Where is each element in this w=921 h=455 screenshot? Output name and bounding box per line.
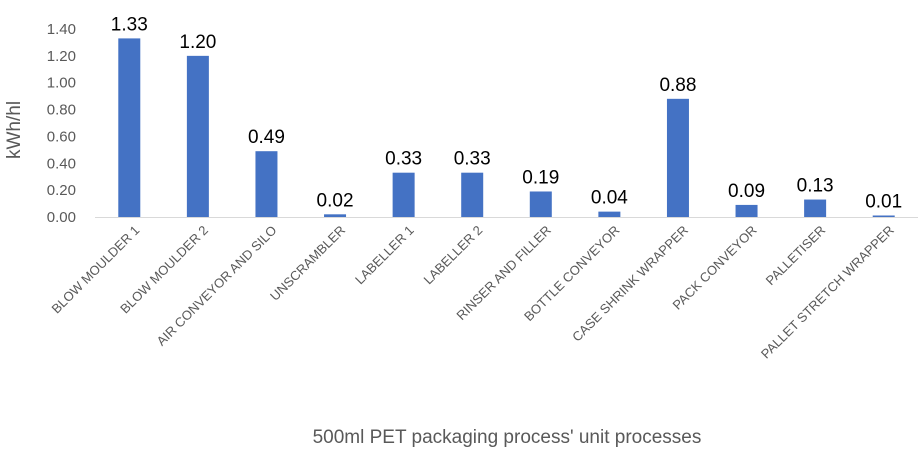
data-label: 0.02 [317, 190, 354, 211]
y-tick-label: 1.00 [47, 75, 76, 92]
data-label: 0.19 [522, 167, 559, 188]
bar [598, 211, 621, 217]
y-tick-label: 0.60 [47, 128, 76, 145]
y-tick-label: 0.40 [47, 155, 76, 172]
bar [255, 151, 278, 217]
x-category-label: LABELLER 2 [421, 223, 486, 288]
data-label: 0.33 [454, 149, 491, 170]
data-label: 0.04 [591, 188, 628, 209]
x-category-label: PALLETISER [763, 223, 829, 289]
bar [324, 214, 347, 217]
x-category-label: CASE SHRINK WRAPPER [569, 223, 691, 345]
y-axis-title: kWh/hl [4, 101, 25, 159]
y-tick-label: 1.40 [47, 21, 76, 38]
x-category-label: PALLET STRETCH WRAPPER [758, 223, 897, 362]
data-label: 0.49 [248, 127, 285, 148]
bar [666, 98, 689, 217]
x-axis-title: 500ml PET packaging process' unit proces… [313, 427, 702, 448]
y-tick-label: 0.80 [47, 102, 76, 119]
data-labels: 1.33 1.20 0.49 0.02 0.33 0.33 0.19 0.04 0.88 0.09… [111, 14, 902, 212]
data-label: 0.09 [728, 181, 765, 202]
y-tick-label: 0.20 [47, 182, 76, 199]
y-axis-ticks: 0.00 0.20 0.40 0.60 0.80 1.00 1.20 1.40 [47, 21, 76, 226]
bar [461, 172, 484, 217]
bars [118, 38, 895, 218]
bar [186, 55, 209, 217]
y-tick-label: 0.00 [47, 209, 76, 226]
data-label: 0.13 [797, 176, 834, 197]
bar [804, 199, 827, 217]
bar [392, 172, 415, 217]
x-category-label: LABELLER 1 [352, 223, 417, 288]
data-label: 0.33 [385, 149, 422, 170]
x-category-label: UNSCRAMBLER [267, 223, 348, 304]
bar [735, 204, 758, 217]
data-label: 0.88 [659, 75, 696, 96]
data-label: 0.01 [865, 192, 902, 213]
x-category-label: AIR CONVEYOR AND SILO [154, 223, 280, 349]
bar [872, 215, 895, 217]
bar [529, 191, 552, 217]
data-label: 1.20 [179, 32, 216, 53]
data-label: 1.33 [111, 14, 148, 35]
bar [118, 38, 141, 218]
y-tick-label: 1.20 [47, 48, 76, 65]
